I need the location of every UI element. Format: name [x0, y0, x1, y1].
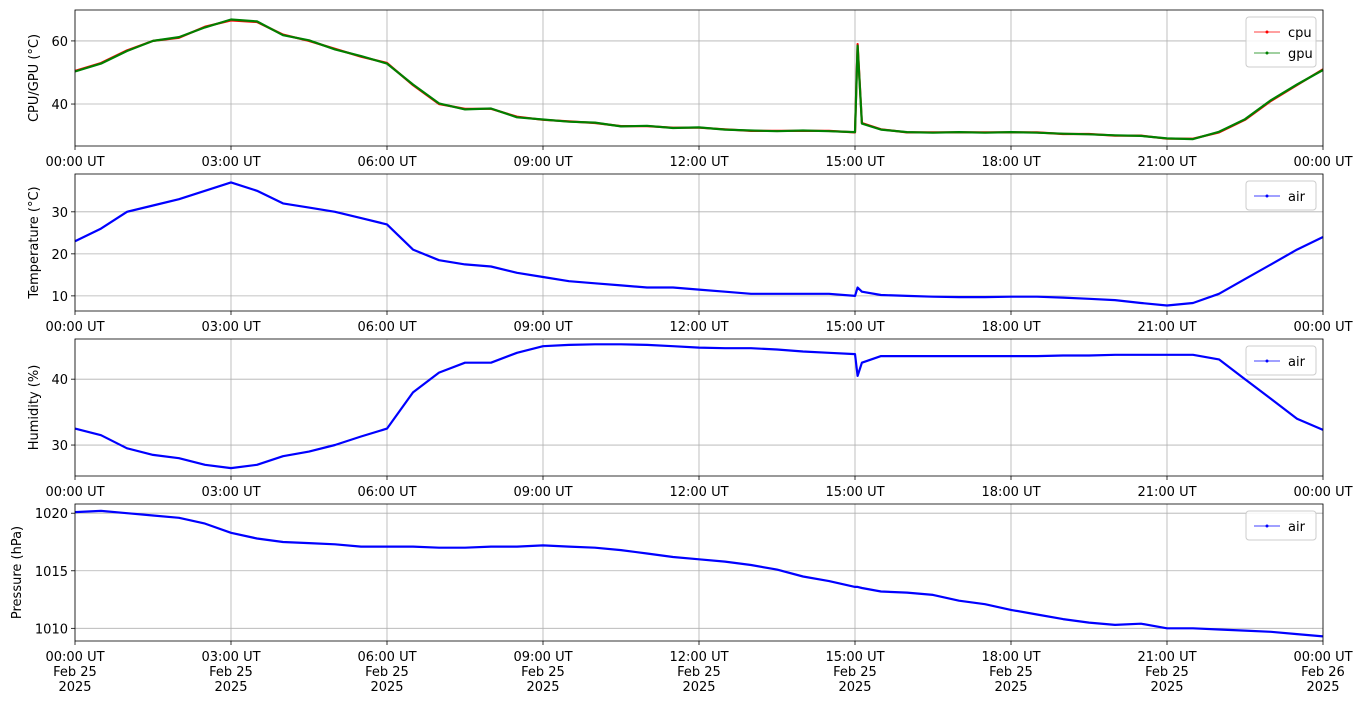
legend-box — [1245, 180, 1317, 211]
legend-marker — [1265, 30, 1269, 34]
x-tick-label: 00:00 UT — [45, 320, 104, 335]
y-tick-label: 40 — [51, 373, 68, 388]
y-tick-label: 1010 — [35, 622, 68, 637]
x-tick-label: 00:00 UT Feb 26 2025 — [1293, 650, 1352, 695]
data-line — [74, 181, 1324, 307]
x-tick-label: 12:00 UT Feb 25 2025 — [669, 650, 728, 695]
x-tick-label: 00:00 UT — [45, 155, 104, 170]
x-tick-label: 00:00 UT — [1293, 485, 1352, 500]
y-tick-label: 40 — [51, 98, 68, 113]
y-axis-label: Humidity (%) — [27, 365, 42, 451]
legend-label: air — [1288, 355, 1306, 370]
x-tick-label: 21:00 UT — [1137, 485, 1196, 500]
x-tick-label: 15:00 UT — [825, 320, 884, 335]
x-tick-label: 15:00 UT — [825, 155, 884, 170]
legend-label: gpu — [1288, 47, 1313, 62]
legend-box — [1245, 16, 1317, 68]
y-tick-label: 1020 — [35, 507, 68, 522]
x-tick-label: 15:00 UT — [825, 485, 884, 500]
y-tick-label: 20 — [51, 248, 68, 263]
x-tick-label: 03:00 UT — [201, 155, 260, 170]
x-tick-label: 12:00 UT — [669, 485, 728, 500]
legend: air — [1245, 180, 1317, 211]
y-tick-label: 1015 — [35, 565, 68, 580]
x-tick-label: 12:00 UT — [669, 155, 728, 170]
x-tick-label: 09:00 UT Feb 25 2025 — [513, 650, 572, 695]
y-tick-label: 60 — [51, 35, 68, 50]
x-tick-label: 03:00 UT Feb 25 2025 — [201, 650, 260, 695]
x-tick-label: 00:00 UT — [1293, 155, 1352, 170]
x-tick-label: 06:00 UT Feb 25 2025 — [357, 650, 416, 695]
legend-marker — [1265, 524, 1269, 528]
legend: air — [1245, 510, 1317, 541]
x-tick-label: 21:00 UT — [1137, 155, 1196, 170]
x-tick-label: 15:00 UT Feb 25 2025 — [825, 650, 884, 695]
data-line — [74, 509, 1324, 638]
legend-box — [1245, 345, 1317, 376]
y-axis-label: Pressure (hPa) — [10, 526, 25, 619]
x-tick-label: 21:00 UT Feb 25 2025 — [1137, 650, 1196, 695]
axes-frame — [74, 173, 1324, 312]
data-line — [74, 343, 1324, 470]
y-tick-label: 30 — [51, 439, 68, 454]
x-tick-label: 06:00 UT — [357, 155, 416, 170]
legend-label: air — [1288, 520, 1306, 535]
y-tick-label: 30 — [51, 206, 68, 221]
legend: air — [1245, 345, 1317, 376]
x-tick-label: 18:00 UT — [981, 155, 1040, 170]
legend-marker — [1265, 359, 1269, 363]
axes-frame — [74, 9, 1324, 147]
x-tick-label: 18:00 UT — [981, 485, 1040, 500]
x-tick-label: 12:00 UT — [669, 320, 728, 335]
y-tick-label: 10 — [51, 290, 68, 305]
x-tick-label: 00:00 UT — [45, 485, 104, 500]
x-tick-label: 18:00 UT Feb 25 2025 — [981, 650, 1040, 695]
axes-frame — [74, 503, 1324, 642]
x-tick-label: 09:00 UT — [513, 320, 572, 335]
legend: cpu gpu — [1245, 16, 1317, 68]
legend-box — [1245, 510, 1317, 541]
x-tick-label: 18:00 UT — [981, 320, 1040, 335]
x-tick-label: 03:00 UT — [201, 320, 260, 335]
x-tick-label: 06:00 UT — [357, 320, 416, 335]
x-tick-label: 09:00 UT — [513, 155, 572, 170]
x-tick-label: 21:00 UT — [1137, 320, 1196, 335]
axes-frame — [74, 338, 1324, 477]
legend-label: air — [1288, 190, 1306, 205]
x-tick-label: 03:00 UT — [201, 485, 260, 500]
data-line — [74, 18, 1324, 141]
y-axis-label: Temperature (°C) — [27, 186, 42, 299]
y-axis-label: CPU/GPU (°C) — [27, 34, 42, 122]
x-tick-label: 06:00 UT — [357, 485, 416, 500]
legend-marker — [1265, 51, 1269, 55]
legend-label: cpu — [1288, 26, 1312, 41]
x-tick-label: 09:00 UT — [513, 485, 572, 500]
x-tick-label: 00:00 UT Feb 25 2025 — [45, 650, 104, 695]
x-tick-label: 00:00 UT — [1293, 320, 1352, 335]
legend-marker — [1265, 194, 1269, 198]
